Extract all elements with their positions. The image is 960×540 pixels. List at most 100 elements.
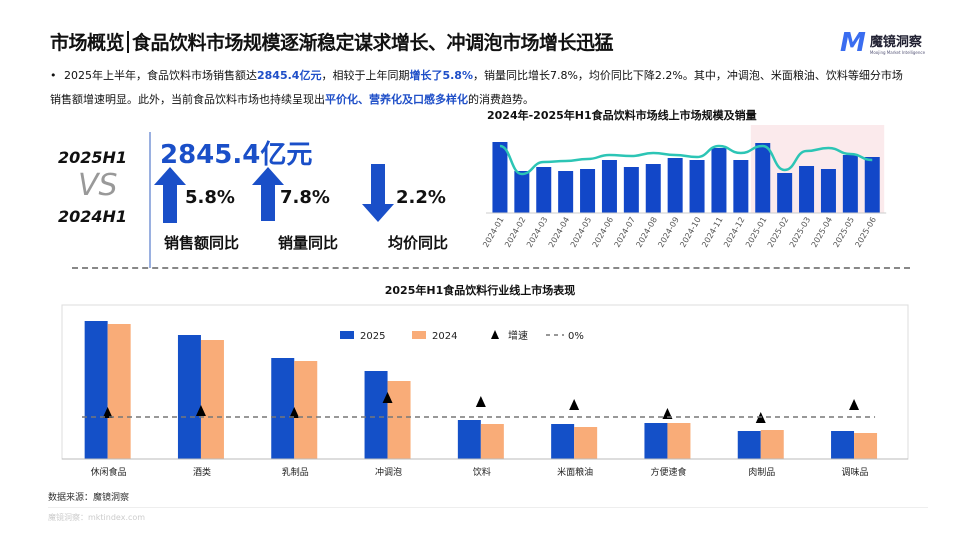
x-tick-label: 乳制品 [282,466,309,478]
trend-chart-title: 2024年-2025年H1食品饮料市场线上市场规模及销量 [487,109,757,122]
highlight-region [750,125,885,213]
section-divider [72,267,910,269]
price-yoy-label: 均价同比 [388,234,449,252]
arrow-down-icon [362,164,394,222]
category-chart-title: 2025年H1食品饮料行业线上市场表现 [384,284,576,297]
price-yoy-value: 2.2% [396,187,446,208]
footer-divider [48,507,928,508]
bar-2024-04 [558,171,574,213]
legend-label: 2024 [432,331,457,342]
x-tick-label: 2024-09 [656,216,681,249]
x-tick-label: 2024-06 [591,216,616,249]
period-previous: 2024H1 [58,207,128,226]
title-divider [127,31,130,53]
x-tick-label: 2024-07 [613,216,638,249]
x-tick-label: 2024-04 [547,216,572,249]
bar-2024-乳制品 [294,361,318,459]
bar-2024-08 [645,164,661,213]
bar-2025-米面粮油 [551,424,575,459]
page-title: 市场概览 食品饮料市场规模逐渐稳定谋求增长、冲调泡市场增长迅猛 [50,28,614,55]
bar-2025-调味品 [831,431,855,459]
volume-yoy-label: 销量同比 [278,234,339,252]
category-chart: 休闲食品 酒类 乳制品 冲调泡 饮料 米面粮油 方便速食 肉制品 调味品 2025 2024 增速 0% [61,304,909,478]
logo: M 魔镜洞察 Moojing Market Intelligence [840,28,925,58]
growth-marker-冲调泡 [382,392,393,403]
x-tick-label: 肉制品 [748,466,775,478]
bar-2024-09 [667,158,683,213]
legend-marker-growth [491,330,499,339]
arrow-up-icon [252,167,284,221]
x-tick-label: 2024-10 [678,215,703,248]
growth-marker-乳制品 [289,407,300,418]
bar-2024-调味品 [854,433,878,459]
growth-marker-休闲食品 [102,407,113,418]
bar-2024-10 [689,160,705,213]
bar-2024-05 [580,169,596,213]
growth-marker-调味品 [849,399,860,410]
x-tick-label: 酒类 [193,466,211,478]
x-tick-label: 休闲食品 [91,466,127,478]
x-tick-label: 2025-06 [853,216,878,249]
data-source: 数据来源：魔镜洞察 [48,493,130,503]
bar-2024-米面粮油 [574,427,598,459]
x-tick-label: 2025-05 [832,216,857,249]
bar-2025-乳制品 [271,358,295,459]
title-headline: 食品饮料市场规模逐渐稳定谋求增长、冲调泡市场增长迅猛 [132,32,614,54]
x-tick-label: 方便速食 [650,466,686,478]
bar-2025-方便速食 [644,423,668,459]
logo-subtext: Moojing Market Intelligence [869,50,926,55]
bar-2024-酒类 [200,340,224,459]
bar-2024-肉制品 [760,430,784,459]
trend-chart: 2024-012024-022024-032024-042024-052024-… [481,125,887,249]
period-current: 2025H1 [58,148,128,167]
x-tick-label: 2024-11 [700,216,725,249]
bar-2024-12 [733,160,749,213]
sales-yoy-label: 销售额同比 [164,234,240,252]
legend-swatch-2024 [412,331,426,339]
legend-label: 增速 [508,329,528,342]
bar-2025-01 [755,143,771,213]
bar-2025-04 [820,169,836,213]
total-sales-value: 2845.4亿元 [160,140,313,170]
logo-text: 魔镜洞察 [869,35,922,50]
logo-mark-icon: M [840,28,866,58]
volume-yoy-value: 7.8% [280,187,330,208]
bar-2024-03 [536,167,552,213]
x-tick-label: 2024-03 [525,216,550,249]
bar-2025-03 [799,166,815,213]
bar-2025-肉制品 [737,431,761,459]
kpi-divider [149,132,151,268]
x-tick-label: 2024-02 [503,216,528,249]
x-tick-label: 2024-08 [634,216,659,249]
x-tick-label: 调味品 [842,466,869,478]
growth-marker-酒类 [195,405,206,416]
x-tick-label: 2024-01 [481,216,506,249]
x-tick-label: 米面粮油 [557,466,593,478]
bar-2024-01 [492,142,508,213]
arrow-up-icon [154,167,186,223]
bar-2024-方便速食 [667,423,691,459]
bar-2024-06 [601,160,617,213]
bar-2025-02 [777,173,793,213]
x-tick-label: 2025-03 [788,216,813,249]
bar-2025-休闲食品 [84,321,108,459]
bar-2025-冲调泡 [364,371,388,459]
vs-label: VS [78,168,118,203]
bar-2024-02 [514,171,530,213]
bar-2024-冲调泡 [387,381,411,459]
growth-marker-饮料 [475,396,486,407]
legend-swatch-2025 [340,331,354,339]
bar-2024-07 [623,167,639,213]
bar-2024-休闲食品 [107,324,131,459]
x-tick-label: 饮料 [473,466,491,478]
bar-2024-饮料 [480,424,504,459]
legend-label: 2025 [360,331,385,342]
x-tick-label: 2025-02 [766,216,791,249]
x-tick-label: 2025-01 [744,216,769,249]
summary-paragraph: • 2025年上半年，食品饮料市场销售额达2845.4亿元，相较于上年同期增长了5… [50,69,903,106]
legend-label: 0% [568,331,584,342]
title-section: 市场概览 [50,32,125,54]
x-tick-label: 冲调泡 [375,466,402,478]
x-tick-label: 2024-12 [722,216,747,249]
volume-line [499,144,873,176]
